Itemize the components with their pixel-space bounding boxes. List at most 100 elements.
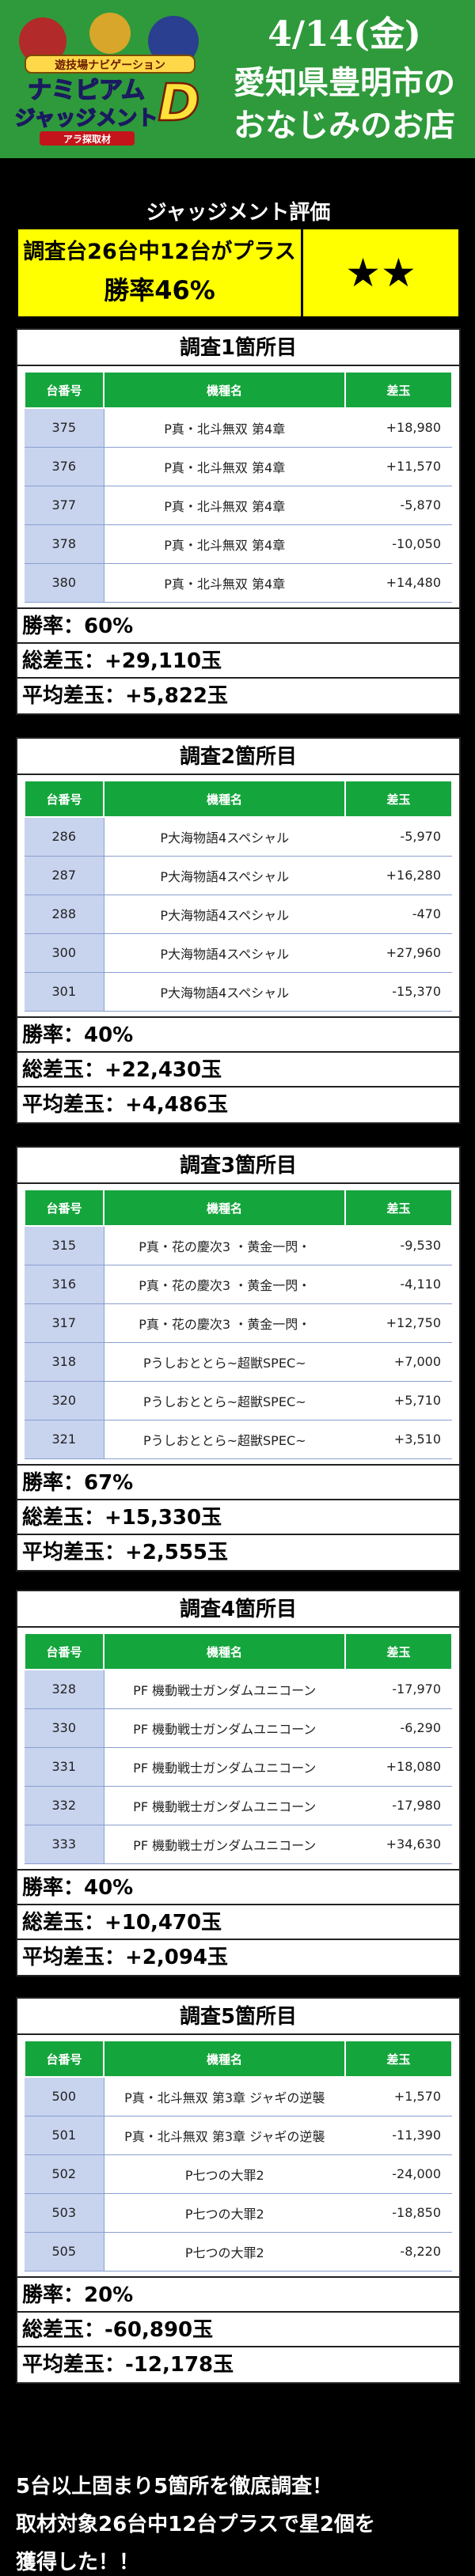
evaluation-box: ジャッジメント評価 調査台26台中12台がプラス 勝率46% ★★: [16, 194, 461, 319]
header-machine-name: 機種名: [103, 2040, 346, 2078]
table-row: 377 P真・北斗無双 第4章 -5,870: [25, 486, 452, 525]
evaluation-win-rate: 勝率46%: [104, 275, 215, 305]
table-row: 320 Pうしおととら~超獣SPEC~ +5,710: [25, 1381, 452, 1420]
machine-name: P七つの大罪2: [104, 2193, 345, 2233]
ball-diff: +1,570: [345, 2077, 452, 2116]
machine-name: P七つの大罪2: [104, 2232, 345, 2271]
ball-diff: -10,050: [345, 524, 452, 564]
ball-diff: +18,980: [345, 408, 452, 448]
logo-title-line1: ナミピアム: [28, 77, 145, 104]
ball-diff: +16,280: [345, 856, 452, 895]
machine-number: 503: [25, 2193, 104, 2233]
header-machine-number: 台番号: [24, 371, 104, 409]
machine-number: 330: [25, 1708, 104, 1748]
ball-diff: +11,570: [345, 447, 452, 486]
header-ball-diff: 差玉: [344, 1632, 453, 1670]
ball-diff: +34,630: [345, 1825, 452, 1864]
ball-diff: -5,870: [345, 486, 452, 525]
machine-number: 375: [25, 408, 104, 448]
section-title: 調査1箇所目: [17, 330, 459, 366]
header-store: おなじみのお店: [234, 108, 455, 144]
table-header-row: 台番号 機種名 差玉: [24, 371, 453, 409]
section-stats: 勝率：67% 総差玉：+15,330玉 平均差玉：+2,555玉: [17, 1463, 459, 1570]
table-row: 502 P七つの大罪2 -24,000: [25, 2154, 452, 2194]
machine-name: Pうしおととら~超獣SPEC~: [104, 1420, 345, 1459]
machine-number: 316: [25, 1265, 104, 1304]
ball-diff: +7,000: [345, 1342, 452, 1382]
machine-name: P真・北斗無双 第3章 ジャギの逆襲: [104, 2116, 345, 2155]
ball-diff: -8,220: [345, 2232, 452, 2271]
machine-number: 331: [25, 1747, 104, 1787]
machine-name: PF 機動戦士ガンダムユニコーン: [104, 1825, 345, 1864]
header-machine-name: 機種名: [103, 780, 346, 818]
win-rate: 勝率：40%: [17, 1871, 459, 1905]
machine-name: P真・北斗無双 第4章: [104, 486, 345, 525]
machine-name: P真・北斗無双 第3章 ジャギの逆襲: [104, 2077, 345, 2116]
table-row: 286 P大海物語4スペシャル -5,970: [25, 817, 452, 857]
summary-line-2: 取材対象26台中12台プラスで星2個を: [16, 2513, 375, 2536]
machine-name: P大海物語4スペシャル: [104, 817, 345, 857]
table-row: 375 P真・北斗無双 第4章 +18,980: [25, 408, 452, 448]
header-machine-name: 機種名: [103, 1632, 346, 1670]
machine-number: 332: [25, 1786, 104, 1825]
section-stats: 勝率：60% 総差玉：+29,110玉 平均差玉：+5,822玉: [17, 607, 459, 713]
table-row: 501 P真・北斗無双 第3章 ジャギの逆襲 -11,390: [25, 2116, 452, 2155]
win-rate: 勝率：20%: [17, 2278, 459, 2313]
ball-diff: +5,710: [345, 1381, 452, 1420]
section-title: 調査4箇所目: [17, 1591, 459, 1628]
machine-number: 320: [25, 1381, 104, 1420]
machine-number: 301: [25, 972, 104, 1012]
average-diff: 平均差玉：+2,555玉: [22, 1540, 229, 1564]
logo-title-line2: ジャッジメント: [15, 107, 158, 131]
total-diff: 総差玉：+10,470玉: [17, 1905, 459, 1940]
machine-number: 505: [25, 2232, 104, 2271]
table-row: 331 PF 機動戦士ガンダムユニコーン +18,080: [25, 1747, 452, 1787]
evaluation-stars: ★★: [303, 229, 458, 316]
ball-diff: +3,510: [345, 1420, 452, 1459]
survey-section-3: 調査3箇所目 台番号 機種名 差玉 315 P真・花の慶次3 ・黄金一閃・ -9,530 31…: [16, 1146, 461, 1572]
evaluation-title: ジャッジメント評価: [18, 196, 458, 229]
results-table: 台番号 機種名 差玉 315 P真・花の慶次3 ・黄金一閃・ -9,530 316 P真・花の…: [24, 1189, 453, 1459]
results-table: 台番号 機種名 差玉 328 PF 機動戦士ガンダムユニコーン -17,970 330 PF …: [24, 1632, 453, 1864]
win-rate: 勝率：40%: [17, 1018, 459, 1053]
total-diff: 総差玉：+15,330玉: [17, 1500, 459, 1535]
table-row: 503 P七つの大罪2 -18,850: [25, 2193, 452, 2233]
ball-diff: -5,970: [345, 817, 452, 857]
machine-name: P真・花の慶次3 ・黄金一閃・: [104, 1226, 345, 1265]
machine-number: 288: [25, 895, 104, 934]
machine-number: 287: [25, 856, 104, 895]
machine-name: PF 機動戦士ガンダムユニコーン: [104, 1708, 345, 1748]
machine-number: 333: [25, 1825, 104, 1864]
machine-number: 328: [25, 1670, 104, 1709]
summary-text: 5台以上固まり5箇所を徹底調査！ 取材対象26台中12台プラスで星2個を 獲得し…: [16, 2468, 463, 2576]
section-stats: 勝率：20% 総差玉：-60,890玉 平均差玉：-12,178玉: [17, 2275, 459, 2382]
table-row: 376 P真・北斗無双 第4章 +11,570: [25, 447, 452, 486]
event-logo-graphic: 遊技場ナビゲーション ナミピアム ジャッジメント D アラ探取材: [11, 9, 209, 149]
machine-number: 321: [25, 1420, 104, 1459]
table-row: 300 P大海物語4スペシャル +27,960: [25, 933, 452, 973]
machine-name: P真・北斗無双 第4章: [104, 524, 345, 564]
event-logo: 遊技場ナビゲーション ナミピアム ジャッジメント D アラ探取材: [11, 9, 209, 149]
section-title: 調査2箇所目: [17, 739, 459, 775]
results-table: 台番号 機種名 差玉 500 P真・北斗無双 第3章 ジャギの逆襲 +1,570 501 P真…: [24, 2040, 453, 2271]
results-table: 台番号 機種名 差玉 375 P真・北斗無双 第4章 +18,980 376 P真・北斗無双 …: [24, 371, 453, 603]
header-location: 愛知県豊明市の: [234, 65, 455, 101]
machine-name: P真・花の慶次3 ・黄金一閃・: [104, 1265, 345, 1304]
table-row: 318 Pうしおととら~超獣SPEC~ +7,000: [25, 1342, 452, 1382]
machine-name: P真・北斗無双 第4章: [104, 408, 345, 448]
table-row: 500 P真・北斗無双 第3章 ジャギの逆襲 +1,570: [25, 2077, 452, 2116]
logo-ribbon: アラ探取材: [63, 133, 111, 145]
evaluation-body: 調査台26台中12台がプラス 勝率46% ★★: [18, 229, 458, 316]
header-machine-number: 台番号: [24, 1189, 104, 1227]
machine-number: 315: [25, 1226, 104, 1265]
ball-diff: -24,000: [345, 2154, 452, 2194]
machine-name: P大海物語4スペシャル: [104, 856, 345, 895]
total-diff: 総差玉：+22,430玉: [17, 1053, 459, 1088]
machine-name: Pうしおととら~超獣SPEC~: [104, 1381, 345, 1420]
header-machine-number: 台番号: [24, 1632, 104, 1670]
ball-diff: +27,960: [345, 933, 452, 973]
average-diff: 平均差玉：+5,822玉: [22, 683, 229, 708]
table-header-row: 台番号 機種名 差玉: [24, 2040, 453, 2078]
header-ball-diff: 差玉: [344, 780, 453, 818]
survey-section-2: 調査2箇所目 台番号 機種名 差玉 286 P大海物語4スペシャル -5,970 287 P大海…: [16, 737, 461, 1124]
